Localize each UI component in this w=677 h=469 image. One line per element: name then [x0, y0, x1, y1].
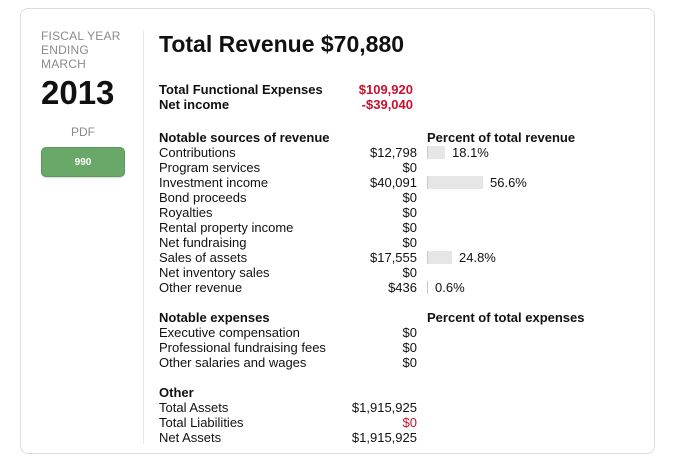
revenue-percent: 0.6%: [427, 280, 465, 295]
summary-row-label: Total Functional Expenses: [159, 82, 323, 97]
other-row-label: Net Assets: [159, 430, 222, 445]
percent-text: 0.6%: [435, 280, 465, 295]
revenue-percent-heading: Percent of total revenue: [427, 130, 576, 145]
percent-bar: [427, 251, 452, 264]
revenue-row-label: Bond proceeds: [159, 190, 247, 205]
revenue-row-value: $0: [402, 190, 417, 205]
revenue-row-value: $12,798: [370, 145, 417, 160]
revenue-row-value: $0: [402, 220, 417, 235]
revenue-row: Other revenue $436: [159, 280, 417, 295]
revenue-heading: Notable sources of revenue: [159, 130, 330, 145]
revenue-row-value: $17,555: [370, 250, 417, 265]
revenue-row-label: Contributions: [159, 145, 236, 160]
revenue-row-label: Royalties: [159, 205, 213, 220]
percent-text: 56.6%: [490, 175, 527, 190]
summary-row: Net income -$39,040: [159, 97, 417, 112]
revenue-row: Bond proceeds $0: [159, 190, 417, 205]
revenue-row-value: $0: [402, 205, 417, 220]
filing-card: FISCAL YEAR ENDING MARCH 2013 PDF 990 To…: [20, 8, 655, 454]
revenue-row-label: Net inventory sales: [159, 265, 270, 280]
revenue-row-value: $40,091: [370, 175, 417, 190]
fiscal-label-line-2: ENDING: [41, 43, 89, 57]
other-row-label: Total Assets: [159, 400, 229, 415]
other-row-value: $1,915,925: [351, 430, 417, 445]
fiscal-year: 2013: [41, 74, 115, 111]
other-row: Net Assets $1,915,925: [159, 430, 417, 445]
revenue-row: Rental property income $0: [159, 220, 417, 235]
expense-row-value: $0: [402, 355, 417, 370]
revenue-row-label: Rental property income: [159, 220, 294, 235]
summary-row: Total Functional Expenses $109,920: [159, 82, 417, 97]
other-heading: Other: [159, 385, 194, 400]
percent-text: 24.8%: [459, 250, 496, 265]
expense-row-label: Executive compensation: [159, 325, 300, 340]
fiscal-label-line-1: FISCAL YEAR: [41, 29, 121, 43]
percent-bar: [427, 281, 428, 294]
revenue-row: Sales of assets $17,555: [159, 250, 417, 265]
revenue-row-label: Other revenue: [159, 280, 243, 295]
revenue-percent: 24.8%: [427, 250, 496, 265]
column-divider: [143, 31, 144, 444]
fiscal-label-line-3: MARCH: [41, 57, 86, 71]
fiscal-sidebar: FISCAL YEAR ENDING MARCH 2013 PDF 990: [41, 29, 131, 177]
page-title: Total Revenue $70,880: [159, 31, 405, 57]
financial-summary: Total Revenue $70,880 Total Functional E…: [159, 29, 639, 445]
expense-row-value: $0: [402, 325, 417, 340]
expense-row-value: $0: [402, 340, 417, 355]
percent-bar: [427, 146, 445, 159]
other-row-label: Total Liabilities: [159, 415, 244, 430]
revenue-row-label: Sales of assets: [159, 250, 248, 265]
expense-row-label: Professional fundraising fees: [159, 340, 326, 355]
expense-row: Other salaries and wages $0: [159, 355, 417, 370]
expense-row: Executive compensation $0: [159, 325, 417, 340]
other-row: Total Assets $1,915,925: [159, 400, 417, 415]
revenue-row: Program services $0: [159, 160, 417, 175]
expense-row: Professional fundraising fees $0: [159, 340, 417, 355]
percent-bar: [427, 176, 483, 189]
revenue-row: Investment income $40,091: [159, 175, 417, 190]
revenue-row-value: $0: [402, 235, 417, 250]
revenue-row: Contributions $12,798: [159, 145, 417, 160]
revenue-row-label: Net fundraising: [159, 235, 247, 250]
expense-row-label: Other salaries and wages: [159, 355, 307, 370]
other-row-value: $0: [402, 415, 417, 430]
revenue-row-label: Investment income: [159, 175, 269, 190]
expenses-heading: Notable expenses: [159, 310, 270, 325]
financial-details: Total Functional Expenses $109,920 Net inc…: [159, 29, 639, 449]
revenue-row-value: $436: [388, 280, 417, 295]
other-row: Total Liabilities $0: [159, 415, 417, 430]
summary-row-value: -$39,040: [361, 97, 413, 112]
percent-text: 18.1%: [452, 145, 489, 160]
revenue-row-label: Program services: [159, 160, 261, 175]
summary-row-value: $109,920: [358, 82, 413, 97]
revenue-row: Net inventory sales $0: [159, 265, 417, 280]
pdf-label: PDF: [71, 125, 95, 139]
revenue-row-value: $0: [402, 160, 417, 175]
fiscal-label: FISCAL YEAR ENDING MARCH: [41, 29, 131, 71]
revenue-row-value: $0: [402, 265, 417, 280]
form-990-button[interactable]: 990: [41, 147, 125, 177]
revenue-percent: 18.1%: [427, 145, 489, 160]
other-row-value: $1,915,925: [351, 400, 417, 415]
expenses-percent-heading: Percent of total expenses: [427, 310, 585, 325]
revenue-row: Net fundraising $0: [159, 235, 417, 250]
revenue-row: Royalties $0: [159, 205, 417, 220]
summary-row-label: Net income: [159, 97, 230, 112]
revenue-percent: 56.6%: [427, 175, 527, 190]
